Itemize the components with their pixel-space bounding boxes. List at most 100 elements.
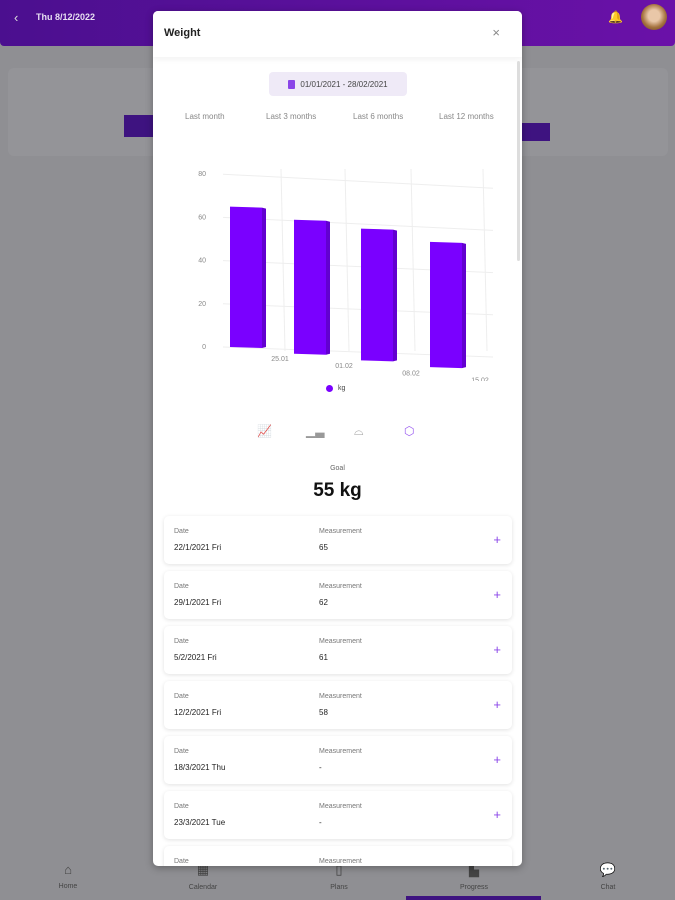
nav-label: Plans [330,884,348,891]
grid-line [410,168,416,352]
bar[interactable] [294,219,326,355]
chart-legend: kg [326,385,345,392]
measurement-label: Measurement [319,858,362,865]
date-label: Date [174,803,189,810]
add-icon[interactable]: + [493,752,501,767]
avatar[interactable] [641,4,667,30]
close-icon[interactable]: × [492,25,500,40]
date-range-text: 01/01/2021 - 28/02/2021 [300,79,388,89]
measurement-row: Date 23/3/2021 Tue Measurement - + [164,791,512,839]
date-label: Date [174,528,189,535]
date-label: Date [174,748,189,755]
measurement-row: Date 18/3/2021 Thu Measurement - + [164,736,512,784]
nav-label: Progress [459,884,488,891]
modal-header: Weight × [153,11,522,57]
y-tick-label: 80 [198,171,206,178]
nav-progress[interactable]: ▙ Progress [434,862,514,891]
measurement-row: Date Measurement + [164,846,512,866]
measurement-row: Date 12/2/2021 Fri Measurement 58 + [164,681,512,729]
bar-side [262,207,266,348]
measurement-value: - [319,818,322,827]
add-icon[interactable]: + [493,642,501,657]
nav-chat[interactable]: 💬 Chat [568,862,648,891]
y-tick-label: 0 [202,344,206,351]
calendar-icon [288,79,296,89]
home-icon: ⌂ [64,862,72,877]
x-tick-label: 15.02 [471,378,489,381]
goal-value: 55 kg [313,480,362,501]
date-value: 18/3/2021 Thu [174,763,226,772]
background-bar [124,115,154,137]
grid-line [344,168,350,352]
nav-label: Home [58,883,78,890]
bar[interactable] [430,241,462,369]
y-tick-label: 20 [198,301,206,308]
3d-bar-chart-icon[interactable]: ⬡ [404,424,415,438]
add-icon[interactable]: + [493,532,501,547]
chat-icon: 💬 [599,862,617,877]
nav-calendar[interactable]: ▦ Calendar [163,862,243,891]
area-chart-icon[interactable]: ⌓ [354,424,364,438]
measurement-label: Measurement [319,528,362,535]
weight-chart: 0 20 40 60 80 25.01 01.02 08.02 15.02 [198,168,494,381]
measurement-value: 62 [319,598,328,607]
tab-last-12-months[interactable]: Last 12 months [439,112,494,121]
grid-line [222,173,494,189]
nav-label: Chat [600,884,616,891]
tab-last-month[interactable]: Last month [185,112,225,121]
measurement-label: Measurement [319,583,362,590]
date-label: Date [174,583,189,590]
bar-side [326,220,330,355]
x-tick-label: 01.02 [335,363,353,370]
bar-chart-icon[interactable]: ▁▃ [306,424,325,438]
legend-dot [326,385,333,392]
grid-line [280,168,286,352]
tab-last-3-months[interactable]: Last 3 months [266,112,317,121]
measurement-value: 65 [319,543,328,552]
nav-label: Calendar [188,884,218,891]
add-icon[interactable]: + [493,862,501,866]
background-bar [522,123,550,141]
bell-icon[interactable]: 🔔 [608,10,623,24]
x-tick-label: 25.01 [271,356,289,363]
x-tick-label: 08.02 [402,370,420,377]
date-value: 29/1/2021 Fri [174,598,222,607]
date-range-button[interactable]: 01/01/2021 - 28/02/2021 [269,72,407,96]
grid-line [222,216,494,231]
weight-modal: Weight × 01/01/2021 - 28/02/2021 Last mo… [153,11,522,866]
y-tick-label: 60 [198,214,206,221]
y-tick-label: 40 [198,258,206,265]
plans-icon: ▯ [335,862,343,877]
legend-label: kg [338,385,346,392]
measurement-row: Date 22/1/2021 Fri Measurement 65 + [164,516,512,564]
measurement-label: Measurement [319,748,362,755]
date-label: Date [174,638,189,645]
nav-active-indicator [406,896,541,900]
date-label: Date [174,858,189,865]
bar[interactable] [361,228,393,362]
header-date: Thu 8/12/2022 [36,12,96,22]
add-icon[interactable]: + [493,807,501,822]
tab-last-6-months[interactable]: Last 6 months [353,112,404,121]
modal-title: Weight [164,27,201,39]
bar[interactable] [230,206,262,348]
date-value: 23/3/2021 Tue [174,818,226,827]
progress-icon: ▙ [469,862,479,877]
date-value: 5/2/2021 Fri [174,653,217,662]
measurement-value: - [319,763,322,772]
date-value: 22/1/2021 Fri [174,543,222,552]
measurement-value: 58 [319,708,328,717]
measurement-label: Measurement [319,693,362,700]
nav-plans[interactable]: ▯ Plans [299,862,379,891]
grid-line [482,168,488,352]
add-icon[interactable]: + [493,697,501,712]
date-value: 12/2/2021 Fri [174,708,222,717]
add-icon[interactable]: + [493,587,501,602]
back-icon[interactable]: ‹ [14,10,19,25]
line-chart-icon[interactable]: 📈 [257,424,272,438]
measurement-value: 61 [319,653,328,662]
scrollbar[interactable] [517,61,520,261]
goal-label: Goal [330,465,345,472]
nav-home[interactable]: ⌂ Home [28,862,108,890]
bar-side [393,229,397,362]
